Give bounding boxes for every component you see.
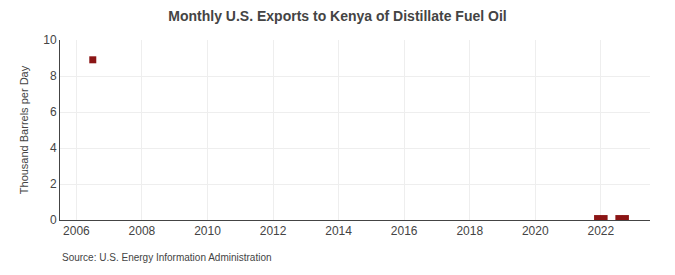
svg-text:2012: 2012 bbox=[260, 224, 287, 238]
svg-text:2010: 2010 bbox=[194, 224, 221, 238]
svg-text:2014: 2014 bbox=[325, 224, 352, 238]
svg-text:Monthly U.S. Exports to Kenya: Monthly U.S. Exports to Kenya of Distill… bbox=[168, 8, 506, 24]
svg-text:Thousand Barrels per Day: Thousand Barrels per Day bbox=[18, 65, 30, 194]
svg-text:8: 8 bbox=[50, 69, 57, 83]
svg-text:0: 0 bbox=[50, 213, 57, 227]
svg-text:2020: 2020 bbox=[522, 224, 549, 238]
svg-text:2016: 2016 bbox=[391, 224, 418, 238]
svg-text:2: 2 bbox=[50, 177, 57, 191]
svg-text:2008: 2008 bbox=[129, 224, 156, 238]
svg-text:6: 6 bbox=[50, 105, 57, 119]
svg-text:10: 10 bbox=[43, 33, 57, 47]
svg-text:2006: 2006 bbox=[63, 224, 90, 238]
svg-text:2022: 2022 bbox=[587, 224, 614, 238]
svg-text:Source: U.S. Energy Informatio: Source: U.S. Energy Information Administ… bbox=[62, 252, 272, 263]
svg-text:4: 4 bbox=[50, 141, 57, 155]
svg-text:2018: 2018 bbox=[456, 224, 483, 238]
